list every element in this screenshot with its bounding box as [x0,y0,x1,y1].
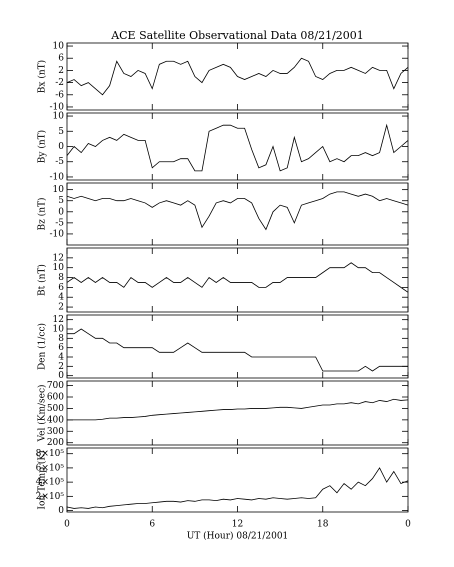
y-tick-label: -5 [55,218,64,228]
y-tick-label: 4×10⁵ [36,478,65,488]
y-tick-label: 10 [53,263,65,273]
data-line [66,57,409,96]
y-axis-label: Bt (nT) [37,264,48,296]
y-tick-label: 0 [58,371,64,381]
y-axis-label: Bz (nT) [37,197,48,230]
y-tick-label: 600 [47,393,64,403]
x-axis-label: UT (Hour) 08/21/2001 [187,531,289,542]
data-line [66,262,409,293]
y-tick-label: 0 [58,142,64,152]
y-tick-label: 0 [58,207,64,217]
y-tick-label: 2 [58,66,64,76]
data-line [66,467,409,509]
y-tick-label: 12 [53,253,64,263]
y-tick-label: 500 [47,404,64,414]
y-axis-label: By (nT) [37,130,48,163]
panel-frame [66,247,409,313]
y-tick-label: 0 [58,506,64,516]
panel-frame [66,182,409,246]
panel-frame [66,380,409,446]
y-tick-label: 700 [47,381,64,391]
y-tick-label: 2 [58,362,64,372]
y-axis-label: Ion Temp (K) [37,450,48,509]
y-tick-label: 4 [58,353,64,363]
y-tick-label: 5 [58,196,64,206]
data-line [66,123,409,172]
y-tick-label: 400 [47,415,64,425]
x-tick-label: 18 [317,520,329,530]
y-tick-label: -5 [55,157,64,167]
y-tick-label: 200 [47,438,64,448]
y-tick-label: 10 [53,185,65,195]
y-tick-label: 5 [58,127,64,137]
y-tick-label: 6 [58,283,64,293]
x-tick-label: 12 [232,520,243,530]
y-tick-label: -10 [50,102,65,112]
y-axis-label: Den (1/cc) [37,323,48,370]
y-tick-label: 8 [58,334,64,344]
y-tick-label: -6 [55,90,64,100]
y-tick-label: -10 [50,172,65,182]
y-tick-label: 300 [47,427,64,437]
panel-frame [66,314,409,379]
y-tick-label: 10 [53,325,65,335]
panel-frame [66,112,409,181]
x-tick-label: 0 [405,520,411,530]
y-tick-label: 10 [53,42,65,52]
y-tick-label: -2 [55,78,64,88]
chart-title: ACE Satellite Observational Data 08/21/2… [110,29,364,42]
data-line [67,328,408,372]
y-axis-label: Vel (Km/sec) [37,384,48,442]
y-tick-label: 6×10⁵ [36,463,65,473]
y-tick-label: 2×10⁵ [36,492,65,502]
panel-frame [66,447,409,513]
data-line [67,398,409,421]
y-tick-label: 8 [58,273,64,283]
x-tick-label: 6 [149,520,155,530]
y-axis-label: Bx (nT) [37,60,48,93]
y-tick-label: 6 [58,343,64,353]
y-tick-label: 2 [58,303,64,313]
x-tick-label: 0 [64,520,70,530]
y-tick-label: 8×10⁵ [36,449,65,459]
y-tick-label: 12 [53,315,64,325]
y-tick-label: -10 [50,229,65,239]
y-tick-label: 6 [58,54,64,64]
data-line [66,191,409,231]
y-tick-label: 10 [53,112,65,122]
y-tick-label: 4 [58,293,64,303]
